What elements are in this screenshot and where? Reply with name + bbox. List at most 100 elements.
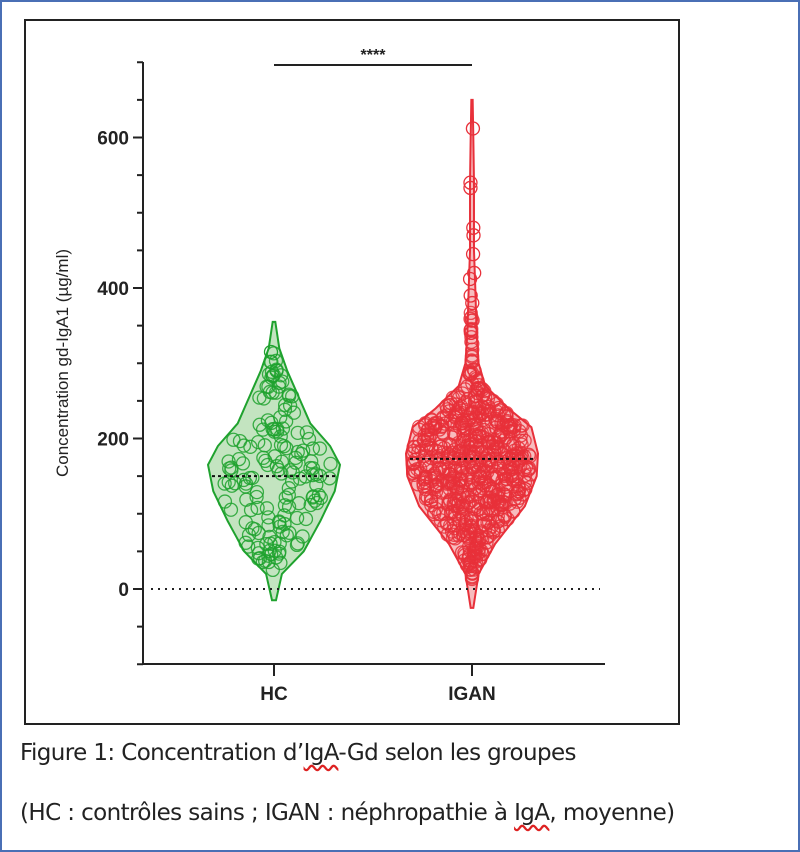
data-point bbox=[406, 443, 422, 459]
caption-line-1: Figure 1: Concentration d’IgA-Gd selon l… bbox=[20, 740, 577, 766]
x-tick-label: IGAN bbox=[448, 684, 496, 705]
data-point bbox=[514, 437, 529, 452]
data-point bbox=[447, 498, 462, 513]
data-point bbox=[273, 555, 288, 571]
data-point bbox=[232, 433, 248, 449]
data-point bbox=[484, 503, 499, 518]
data-point bbox=[290, 425, 305, 440]
data-point bbox=[242, 470, 258, 486]
data-point bbox=[467, 363, 482, 378]
data-point bbox=[506, 503, 521, 519]
data-point bbox=[495, 512, 510, 527]
data-point bbox=[264, 354, 279, 370]
data-point bbox=[464, 334, 479, 350]
data-point bbox=[490, 454, 505, 470]
data-point bbox=[261, 518, 276, 533]
data-point bbox=[299, 425, 314, 440]
data-point bbox=[451, 528, 466, 543]
data-point bbox=[251, 525, 266, 541]
data-point bbox=[274, 454, 290, 469]
data-point bbox=[426, 504, 442, 520]
data-point bbox=[272, 544, 287, 559]
data-point bbox=[278, 414, 294, 429]
data-point bbox=[285, 465, 300, 480]
data-point bbox=[508, 487, 524, 502]
data-point bbox=[428, 484, 444, 500]
data-point bbox=[461, 447, 477, 462]
data-point bbox=[481, 426, 496, 442]
data-point bbox=[249, 489, 264, 505]
data-point bbox=[274, 466, 289, 481]
data-point bbox=[463, 526, 478, 541]
data-point bbox=[410, 477, 426, 492]
data-point bbox=[284, 474, 300, 489]
data-point bbox=[309, 495, 325, 511]
data-point bbox=[261, 554, 276, 570]
data-point bbox=[238, 535, 253, 550]
data-point bbox=[463, 175, 478, 190]
caption-spellcheck-word: IgA bbox=[514, 800, 550, 826]
data-point bbox=[223, 502, 239, 517]
data-point bbox=[480, 464, 495, 479]
data-point bbox=[275, 421, 291, 436]
data-point bbox=[466, 220, 481, 235]
data-point bbox=[295, 529, 310, 544]
data-point bbox=[460, 489, 476, 505]
data-point bbox=[457, 395, 473, 410]
data-point bbox=[456, 426, 471, 441]
data-point bbox=[468, 388, 483, 403]
data-point bbox=[471, 495, 486, 511]
data-point bbox=[236, 472, 251, 488]
data-point bbox=[518, 482, 533, 497]
data-point bbox=[323, 456, 338, 472]
hc-points bbox=[217, 344, 338, 578]
data-point bbox=[463, 180, 478, 196]
data-point bbox=[464, 313, 479, 328]
data-point bbox=[481, 515, 497, 530]
data-point bbox=[241, 539, 256, 554]
data-point bbox=[261, 510, 276, 525]
data-point bbox=[465, 121, 481, 136]
data-point bbox=[440, 527, 455, 542]
data-point bbox=[468, 539, 484, 555]
data-point bbox=[461, 530, 476, 545]
data-point bbox=[236, 438, 252, 453]
data-point bbox=[250, 540, 265, 556]
data-point bbox=[436, 426, 451, 441]
data-point bbox=[468, 409, 484, 424]
data-point bbox=[288, 450, 303, 466]
caption-spellcheck-word: IgA bbox=[303, 740, 339, 766]
data-point bbox=[416, 479, 431, 494]
data-point bbox=[464, 310, 479, 325]
data-point bbox=[472, 426, 487, 441]
y-tick-label: 200 bbox=[97, 430, 129, 451]
data-point bbox=[445, 504, 461, 519]
caption-text: (HC : contrôles sains ; IGAN : néphropat… bbox=[20, 800, 515, 826]
data-point bbox=[447, 527, 462, 542]
data-point bbox=[495, 473, 510, 488]
data-point bbox=[259, 536, 274, 552]
data-point bbox=[506, 422, 522, 438]
data-point bbox=[473, 476, 489, 491]
y-tick-label: 0 bbox=[118, 580, 129, 601]
data-point bbox=[470, 528, 485, 543]
data-point bbox=[267, 534, 282, 550]
data-point bbox=[250, 500, 265, 516]
data-point bbox=[447, 442, 462, 458]
data-point bbox=[455, 419, 471, 434]
data-point bbox=[477, 383, 492, 399]
data-point bbox=[271, 379, 287, 394]
data-point bbox=[493, 461, 509, 476]
data-point bbox=[435, 411, 450, 427]
data-point bbox=[476, 504, 491, 519]
data-point bbox=[481, 435, 496, 451]
data-point bbox=[457, 548, 473, 563]
data-point bbox=[273, 429, 288, 444]
data-point bbox=[291, 496, 307, 511]
data-point bbox=[463, 511, 479, 526]
data-point bbox=[281, 481, 297, 496]
data-point bbox=[478, 407, 493, 423]
data-point bbox=[489, 440, 505, 455]
data-point bbox=[277, 402, 293, 417]
